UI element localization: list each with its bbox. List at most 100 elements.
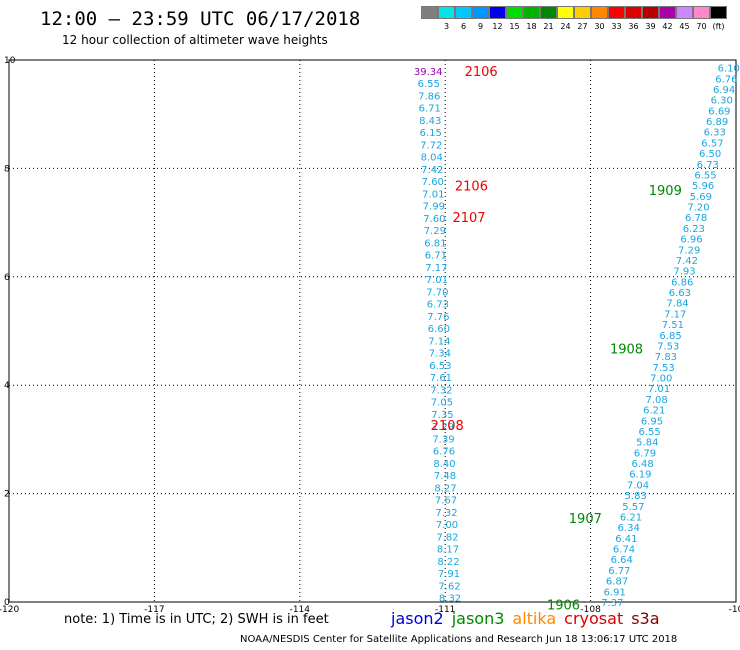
- wave-height-value: 6.50: [699, 149, 721, 160]
- wave-height-value: 6.79: [634, 448, 656, 459]
- wave-height-value: 7.01: [648, 384, 670, 395]
- wave-height-value: 7.14: [428, 336, 450, 347]
- scale-label: 27: [577, 22, 588, 31]
- wave-height-value: 6.60: [428, 324, 450, 335]
- wave-height-value: 6.73: [697, 160, 719, 171]
- x-tick-label: -120: [0, 605, 19, 615]
- scale-label: 33: [611, 22, 622, 31]
- credit-line: NOAA/NESDIS Center for Satellite Applica…: [240, 634, 678, 645]
- scale-label: 18: [526, 22, 537, 31]
- scale-label: 42: [662, 22, 673, 31]
- wave-height-value: 39.34: [414, 67, 443, 78]
- wave-height-value: 7.35: [431, 410, 453, 421]
- wave-height-value: 6.33: [704, 128, 726, 139]
- wave-height-value: 7.00: [650, 374, 672, 385]
- wave-height-value: 7.17: [425, 263, 447, 274]
- time-labels: 2106 2106 2107 2108 1909 1908 1907 1906: [431, 65, 682, 614]
- wave-height-value: 8.17: [437, 545, 459, 556]
- scale-swatch: [506, 6, 523, 19]
- pass-time-label: 2106: [465, 65, 498, 80]
- wave-height-value: 6.73: [427, 300, 449, 311]
- wave-height-value: 6.85: [659, 331, 681, 342]
- scale-swatch: [659, 6, 676, 19]
- scale-swatch: [642, 6, 659, 19]
- wave-height-value: 7.04: [627, 480, 649, 491]
- color-scale-swatches: [421, 6, 727, 19]
- wave-height-value: 8.22: [437, 557, 459, 568]
- scale-swatch: [421, 6, 438, 19]
- page-subtitle: 12 hour collection of altimeter wave hei…: [62, 33, 328, 47]
- wave-height-value: 6.21: [620, 512, 642, 523]
- wave-height-value: 7.05: [431, 398, 453, 409]
- wave-height-value: 6.15: [420, 128, 442, 139]
- x-tick-label: -117: [144, 605, 164, 615]
- scale-swatch: [625, 6, 642, 19]
- wave-height-value: 7.53: [652, 363, 674, 374]
- x-tick-label: -108: [580, 605, 601, 615]
- wave-height-value: 7.60: [422, 177, 444, 188]
- wave-height-value: 6.19: [629, 470, 651, 481]
- wave-height-value: 6.76: [715, 74, 737, 85]
- wave-height-value: 6.96: [680, 235, 702, 246]
- wave-height-value: 7.34: [429, 349, 451, 360]
- scale-label: 39: [645, 22, 656, 31]
- wave-height-value: 8.32: [439, 594, 461, 605]
- color-scale-legend: 3 6 9 12 15 18 21 24 27 30 33 36 39 42 45 70 (ft): [421, 6, 727, 31]
- wave-height-value: 7.39: [432, 434, 454, 445]
- wave-height-value: 8.43: [419, 116, 441, 127]
- wave-height-value: 5.57: [622, 502, 644, 513]
- wave-height-value: 7.99: [423, 202, 445, 213]
- y-tick-label: 4: [4, 381, 10, 391]
- wave-height-value: 6.69: [708, 106, 730, 117]
- wave-height-value: 7.70: [426, 287, 448, 298]
- wave-height-value: 5.83: [625, 491, 647, 502]
- plot-frame: [8, 59, 737, 603]
- wave-height-value: 7.53: [657, 341, 679, 352]
- scale-swatch: [693, 6, 710, 19]
- mission-label: altika: [512, 609, 557, 628]
- wave-height-value: 6.63: [669, 288, 691, 299]
- x-tick-label: -10: [729, 605, 740, 615]
- wave-height-value: 7.29: [432, 422, 454, 433]
- x-axis-ticks: -120 -117 -114 -111 -108 -10: [0, 605, 740, 615]
- pass-time-label: 1906: [547, 599, 580, 614]
- y-tick-label: 6: [4, 273, 10, 283]
- mission-legend: jason2 jason3 altika cryosat s3a: [391, 609, 668, 628]
- wave-height-value: 7.76: [427, 312, 449, 323]
- wave-height-value: 7.37: [601, 598, 623, 609]
- wave-height-value: 6.48: [632, 459, 654, 470]
- wave-height-value: 7.32: [435, 508, 457, 519]
- pass-time-label: 2106: [455, 180, 488, 195]
- wave-height-value: 7.93: [673, 267, 695, 278]
- wave-height-value: 6.74: [613, 545, 635, 556]
- wave-height-value: 7.00: [436, 520, 458, 531]
- scale-label: 36: [628, 22, 639, 31]
- wave-height-value: 6.89: [706, 117, 728, 128]
- scale-swatch: [676, 6, 693, 19]
- scale-swatch: [710, 6, 727, 19]
- mission-label: jason3: [451, 609, 505, 628]
- y-tick-label: 10: [4, 56, 16, 66]
- wave-height-value: 6.94: [713, 85, 735, 96]
- wave-height-value: 8.04: [421, 153, 443, 164]
- wave-height-value: 5.84: [636, 438, 658, 449]
- wave-height-value: 7.84: [666, 299, 688, 310]
- wave-height-value: 6.76: [433, 447, 455, 458]
- wave-height-value: 7.48: [434, 471, 456, 482]
- wave-height-value: 6.23: [683, 224, 705, 235]
- wave-height-value: 7.60: [423, 214, 445, 225]
- wave-height-value: 6.41: [615, 534, 637, 545]
- wave-height-value: 7.01: [426, 275, 448, 286]
- wave-height-value: 7.29: [678, 245, 700, 256]
- mission-label: s3a: [631, 609, 660, 628]
- scale-label: 45: [679, 22, 690, 31]
- pass-time-label: 1909: [649, 184, 682, 199]
- scale-swatch: [591, 6, 608, 19]
- wave-height-values: 39.346.557.866.718.436.157.728.047.427.6…: [414, 64, 740, 609]
- wave-height-value: 7.42: [676, 256, 698, 267]
- pass-time-label: 1907: [569, 512, 602, 527]
- wave-height-value: 6.81: [424, 238, 446, 249]
- wave-height-value: 8.40: [433, 459, 455, 470]
- wave-height-value: 6.55: [638, 427, 660, 438]
